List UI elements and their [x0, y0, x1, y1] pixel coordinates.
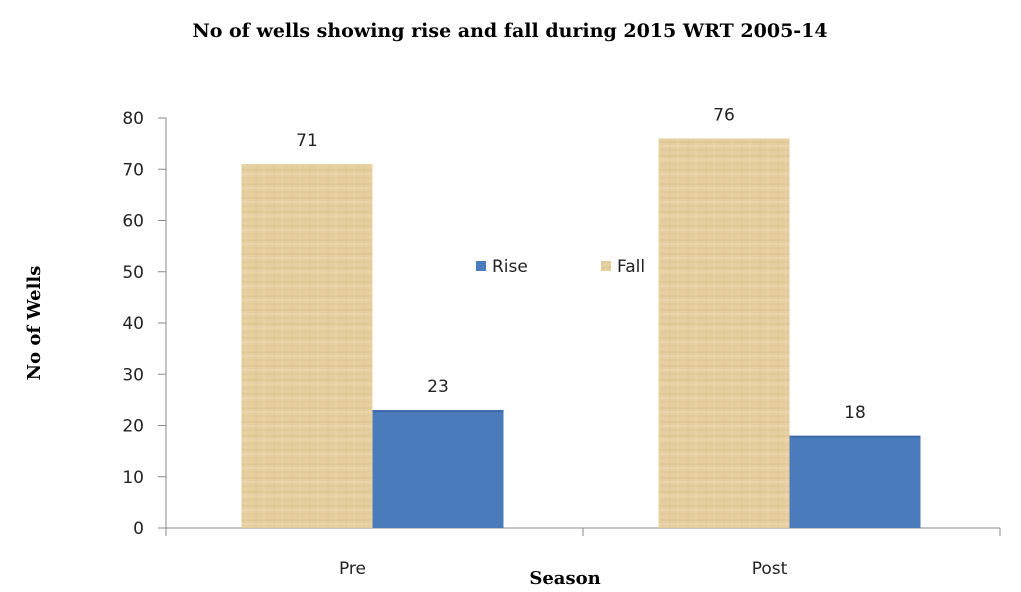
y-tick-label: 40: [122, 314, 144, 334]
bar-fall: [241, 164, 373, 528]
data-label: 76: [713, 106, 735, 126]
legend: Rise Fall: [476, 257, 645, 277]
y-tick-label: 20: [122, 417, 144, 437]
bar-rise: [372, 410, 504, 528]
data-label: 71: [296, 131, 318, 151]
x-tick-label: Pre: [339, 559, 366, 579]
bar-fall: [658, 138, 790, 528]
legend-swatch-fall: [601, 261, 611, 271]
y-axis-title: No of Wells: [24, 266, 45, 381]
legend-label-rise: Rise: [492, 257, 528, 277]
y-tick-label: 0: [133, 519, 144, 539]
y-tick-label: 80: [122, 109, 144, 129]
data-label: 18: [844, 403, 866, 423]
bar-rise: [789, 435, 921, 528]
x-tick-label: Post: [752, 559, 788, 579]
y-tick-label: 70: [122, 160, 144, 180]
chart-title: No of wells showing rise and fall during…: [192, 20, 827, 42]
y-tick-label: 30: [122, 365, 144, 385]
bar-top-edge: [372, 410, 504, 413]
legend-label-fall: Fall: [617, 257, 645, 277]
data-labels: 71 76 23 18: [296, 106, 866, 423]
y-tick-label: 10: [122, 468, 144, 488]
x-axis-title: Season: [529, 568, 600, 589]
bar-top-edge: [789, 435, 921, 438]
y-axis: 0 10 20 30 40 50 60 70 80: [122, 109, 167, 539]
data-label: 23: [427, 377, 449, 397]
legend-swatch-rise: [476, 261, 486, 271]
y-tick-label: 50: [122, 263, 144, 283]
y-tick-label: 60: [122, 212, 144, 232]
bars: [241, 138, 921, 528]
